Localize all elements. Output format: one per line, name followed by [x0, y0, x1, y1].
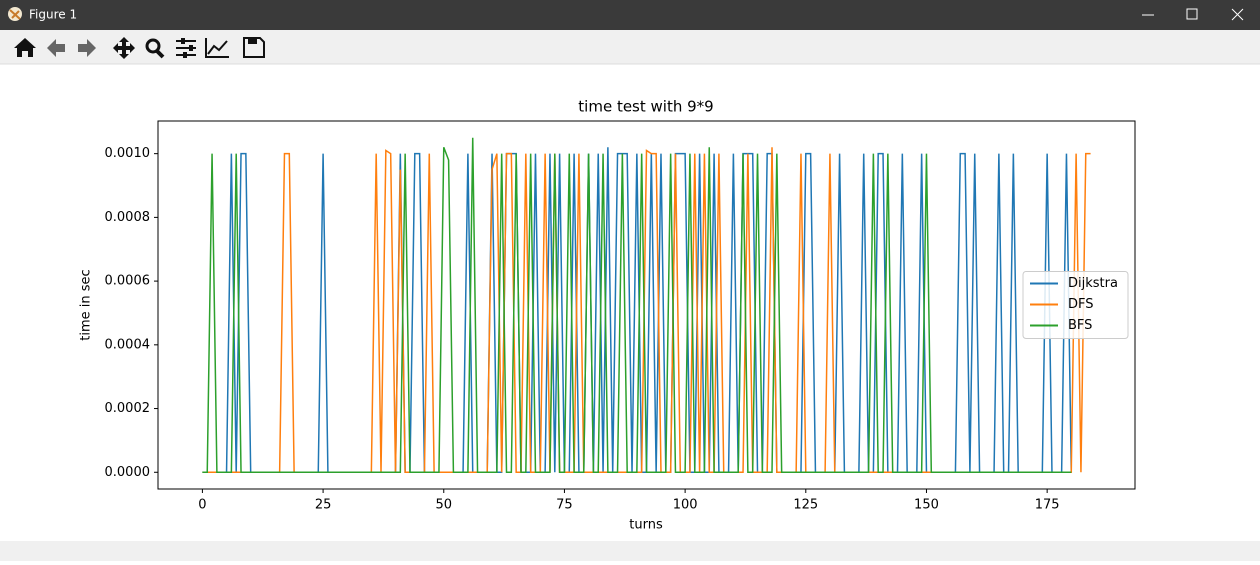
y-tick-label: 0.0010 [105, 146, 151, 161]
x-tick-label: 75 [556, 498, 573, 513]
zoom-handle [155, 49, 165, 59]
x-tick-label: 100 [673, 498, 698, 513]
x-tick-label: 50 [435, 498, 452, 513]
maximize-button[interactable] [1186, 8, 1198, 20]
status-bar [0, 541, 1260, 561]
save-button[interactable] [243, 37, 265, 58]
window-title: Figure 1 [29, 8, 77, 22]
back-button[interactable] [47, 39, 65, 57]
save-icon-part [248, 38, 257, 44]
legend-box [1022, 271, 1129, 339]
x-tick-label: 150 [914, 498, 939, 513]
x-tick-label: 175 [1035, 498, 1060, 513]
y-tick-label: 0.0008 [105, 210, 151, 225]
series-line [202, 137, 1072, 474]
forward-button[interactable] [78, 39, 96, 57]
close-button[interactable] [1231, 8, 1244, 21]
x-axis-label: turns [629, 518, 663, 533]
home-button[interactable] [14, 38, 36, 57]
y-tick-label: 0.0004 [105, 337, 151, 352]
y-tick-label: 0.0006 [105, 274, 151, 289]
toolbar [0, 30, 1260, 64]
y-tick-label: 0.0002 [105, 401, 151, 416]
x-tick-label: 0 [198, 498, 206, 513]
legend-label: Dijkstra [1068, 276, 1118, 291]
axes-frame [157, 120, 1136, 490]
legend-label: DFS [1068, 297, 1094, 312]
app-icon-mark [9, 9, 21, 20]
chart-title: time test with 9*9 [578, 98, 713, 116]
edit-axis-button[interactable] [205, 38, 229, 58]
x-tick-label: 125 [793, 498, 818, 513]
title-bar [0, 0, 1260, 30]
slider-knob [189, 45, 193, 51]
y-tick-label: 0.0000 [105, 465, 151, 480]
pan-button[interactable] [113, 37, 135, 59]
slider-knob [183, 52, 187, 58]
legend-label: BFS [1068, 318, 1092, 333]
slider-knob [181, 38, 185, 44]
y-axis-label: time in sec [79, 269, 94, 340]
x-tick-label: 25 [315, 498, 332, 513]
zoom-button[interactable] [145, 38, 161, 54]
